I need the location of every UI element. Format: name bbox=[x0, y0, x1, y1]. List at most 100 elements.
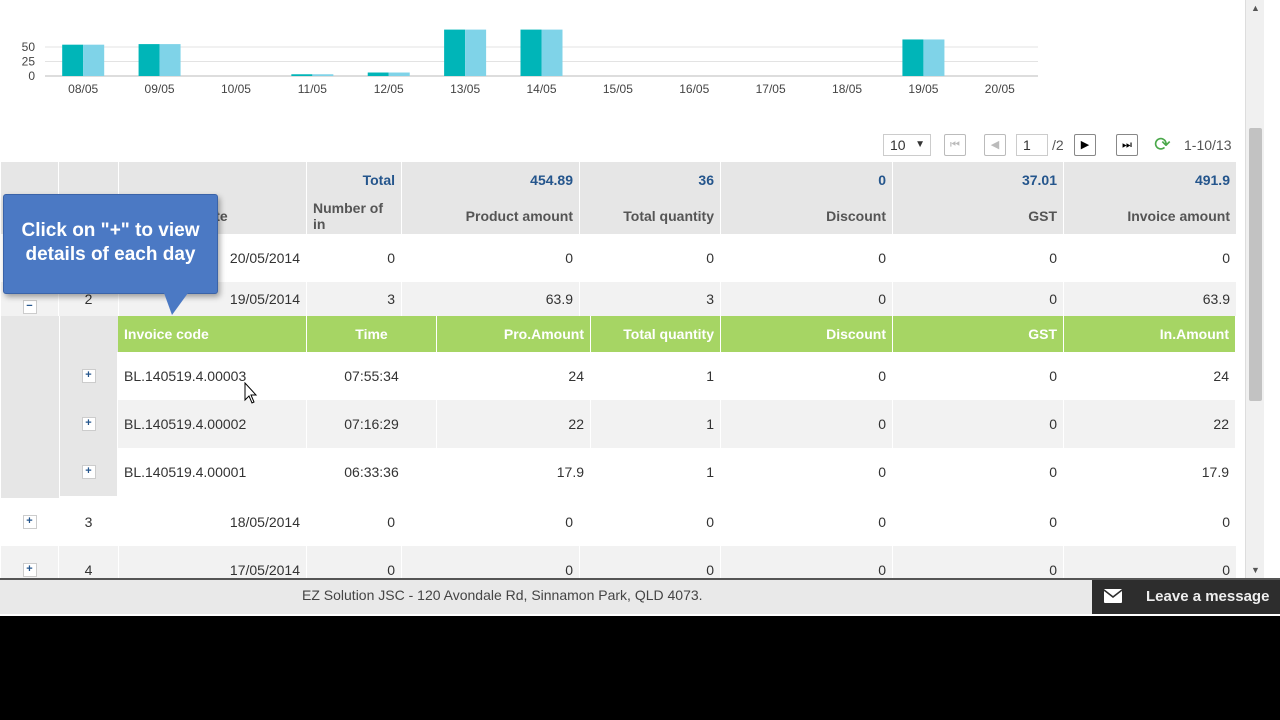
row-discount: 0 bbox=[721, 498, 893, 546]
col-header-invoice-amount[interactable]: Invoice amount bbox=[1064, 198, 1237, 234]
bar bbox=[62, 44, 84, 76]
bar bbox=[923, 39, 945, 76]
scroll-thumb[interactable] bbox=[1249, 128, 1262, 401]
col-header-total-quantity[interactable]: Total quantity bbox=[591, 316, 721, 352]
row-num-invoices: 0 bbox=[307, 546, 402, 594]
row-date: 17/05/2014 bbox=[119, 546, 307, 594]
row-date: 19/05/2014 bbox=[119, 282, 307, 316]
row-discount: 0 bbox=[721, 282, 893, 316]
expand-icon[interactable]: + bbox=[81, 465, 96, 479]
row-product-amount: 0 bbox=[402, 546, 580, 594]
row-discount: 0 bbox=[721, 546, 893, 594]
totals-label: Total bbox=[307, 162, 402, 198]
expand-icon[interactable]: + bbox=[22, 563, 37, 577]
x-tick-label: 10/05 bbox=[221, 82, 251, 96]
mouse-cursor-icon bbox=[244, 382, 258, 404]
row-invoice-amount: 0 bbox=[1064, 234, 1237, 282]
help-tooltip: Click on "+" to view details of each day bbox=[3, 194, 218, 315]
invoice-gst: 0 bbox=[893, 448, 1064, 496]
bar bbox=[444, 29, 466, 77]
invoice-time: 06:33:36 bbox=[307, 448, 437, 496]
refresh-icon[interactable]: ⟳ bbox=[1154, 134, 1171, 156]
invoice-in-amount: 22 bbox=[1064, 400, 1236, 448]
row-quantity: 3 bbox=[580, 282, 721, 316]
x-tick-label: 11/05 bbox=[298, 82, 327, 96]
invoice-in-amount: 17.9 bbox=[1064, 448, 1236, 496]
pager: 10 ▼ ⏮ ◀ 1 /2 ▶ ⏭ ⟳ 1-10/13 bbox=[880, 132, 1240, 160]
invoice-row[interactable]: + BL.140519.4.00002 07:16:29 22 1 0 0 22 bbox=[60, 400, 1236, 448]
row-no: 3 bbox=[59, 498, 119, 546]
bar bbox=[388, 72, 410, 76]
row-product-amount: 63.9 bbox=[402, 282, 580, 316]
col-header-time[interactable]: Time bbox=[307, 316, 437, 352]
total-product-amount: 454.89 bbox=[402, 162, 580, 198]
next-page-icon[interactable]: ▶ bbox=[1074, 134, 1096, 156]
row-quantity: 0 bbox=[580, 234, 721, 282]
invoice-code: BL.140519.4.00002 bbox=[118, 400, 307, 448]
row-product-amount: 0 bbox=[402, 234, 580, 282]
leave-message-label: Leave a message bbox=[1146, 588, 1270, 605]
col-header-gst[interactable]: GST bbox=[893, 198, 1064, 234]
invoice-row[interactable]: + BL.140519.4.00003 07:55:34 24 1 0 0 24 bbox=[60, 352, 1236, 400]
invoice-discount: 0 bbox=[721, 448, 893, 496]
invoice-discount: 0 bbox=[721, 352, 893, 400]
scroll-up-icon[interactable]: ▲ bbox=[1251, 3, 1260, 13]
x-tick-label: 19/05 bbox=[908, 82, 938, 96]
col-header-in-amount[interactable]: In.Amount bbox=[1064, 316, 1236, 352]
scroll-down-icon[interactable]: ▼ bbox=[1251, 565, 1260, 575]
last-page-icon[interactable]: ⏭ bbox=[1116, 134, 1138, 156]
x-tick-label: 18/05 bbox=[832, 82, 862, 96]
x-tick-label: 15/05 bbox=[603, 82, 633, 96]
invoice-row[interactable]: + BL.140519.4.00001 06:33:36 17.9 1 0 0 … bbox=[60, 448, 1236, 496]
invoice-gst: 0 bbox=[893, 400, 1064, 448]
invoice-pro-amount: 22 bbox=[437, 400, 591, 448]
bar bbox=[312, 74, 334, 76]
col-header-invoice-code[interactable]: Invoice code bbox=[118, 316, 307, 352]
invoice-quantity: 1 bbox=[591, 400, 721, 448]
bar bbox=[541, 29, 563, 77]
x-tick-label: 12/05 bbox=[374, 82, 404, 96]
col-header-total-quantity[interactable]: Total quantity bbox=[580, 198, 721, 234]
col-header-product-amount[interactable]: Product amount bbox=[402, 198, 580, 234]
row-gst: 0 bbox=[893, 282, 1064, 316]
y-tick-label: 0 bbox=[28, 69, 35, 83]
invoice-time: 07:16:29 bbox=[307, 400, 437, 448]
expand-icon[interactable]: + bbox=[81, 369, 96, 383]
col-header-gst[interactable]: GST bbox=[893, 316, 1064, 352]
page-count: /2 bbox=[1052, 137, 1064, 153]
bar bbox=[83, 44, 105, 76]
invoice-discount: 0 bbox=[721, 400, 893, 448]
col-header-number-of-invoices[interactable]: Number of in bbox=[307, 198, 402, 234]
table-row[interactable]: + 3 18/05/2014 0 0 0 0 0 0 bbox=[1, 498, 1237, 546]
col-header-discount[interactable]: Discount bbox=[721, 198, 893, 234]
row-date: 20/05/2014 bbox=[119, 234, 307, 282]
col-header-pro-amount[interactable]: Pro.Amount bbox=[437, 316, 591, 352]
col-header-discount[interactable]: Discount bbox=[721, 316, 893, 352]
first-page-icon[interactable]: ⏮ bbox=[944, 134, 966, 156]
collapse-icon[interactable]: − bbox=[22, 300, 37, 314]
bar bbox=[465, 29, 487, 77]
prev-page-icon[interactable]: ◀ bbox=[984, 134, 1006, 156]
row-date: 18/05/2014 bbox=[119, 498, 307, 546]
row-num-invoices: 0 bbox=[307, 234, 402, 282]
bar bbox=[138, 44, 160, 76]
y-tick-label: 25 bbox=[22, 55, 36, 69]
expand-icon[interactable]: + bbox=[81, 417, 96, 431]
total-gst: 37.01 bbox=[893, 162, 1064, 198]
invoice-quantity: 1 bbox=[591, 352, 721, 400]
expand-icon[interactable]: + bbox=[22, 515, 37, 529]
tooltip-pointer bbox=[164, 293, 188, 315]
vertical-scrollbar[interactable]: ▲ ▼ bbox=[1245, 0, 1264, 578]
footer: EZ Solution JSC - 120 Avondale Rd, Sinna… bbox=[0, 578, 1280, 614]
tooltip-line-2: details of each day bbox=[25, 244, 196, 265]
row-product-amount: 0 bbox=[402, 498, 580, 546]
detail-header-spacer bbox=[60, 316, 118, 352]
x-tick-label: 17/05 bbox=[756, 82, 786, 96]
page-size-select[interactable]: 10 ▼ bbox=[883, 134, 931, 156]
row-discount: 0 bbox=[721, 234, 893, 282]
letterbox bbox=[0, 616, 1280, 720]
page-number-input[interactable]: 1 bbox=[1016, 134, 1048, 156]
bar bbox=[367, 72, 389, 76]
leave-message-button[interactable]: Leave a message bbox=[1092, 580, 1280, 614]
